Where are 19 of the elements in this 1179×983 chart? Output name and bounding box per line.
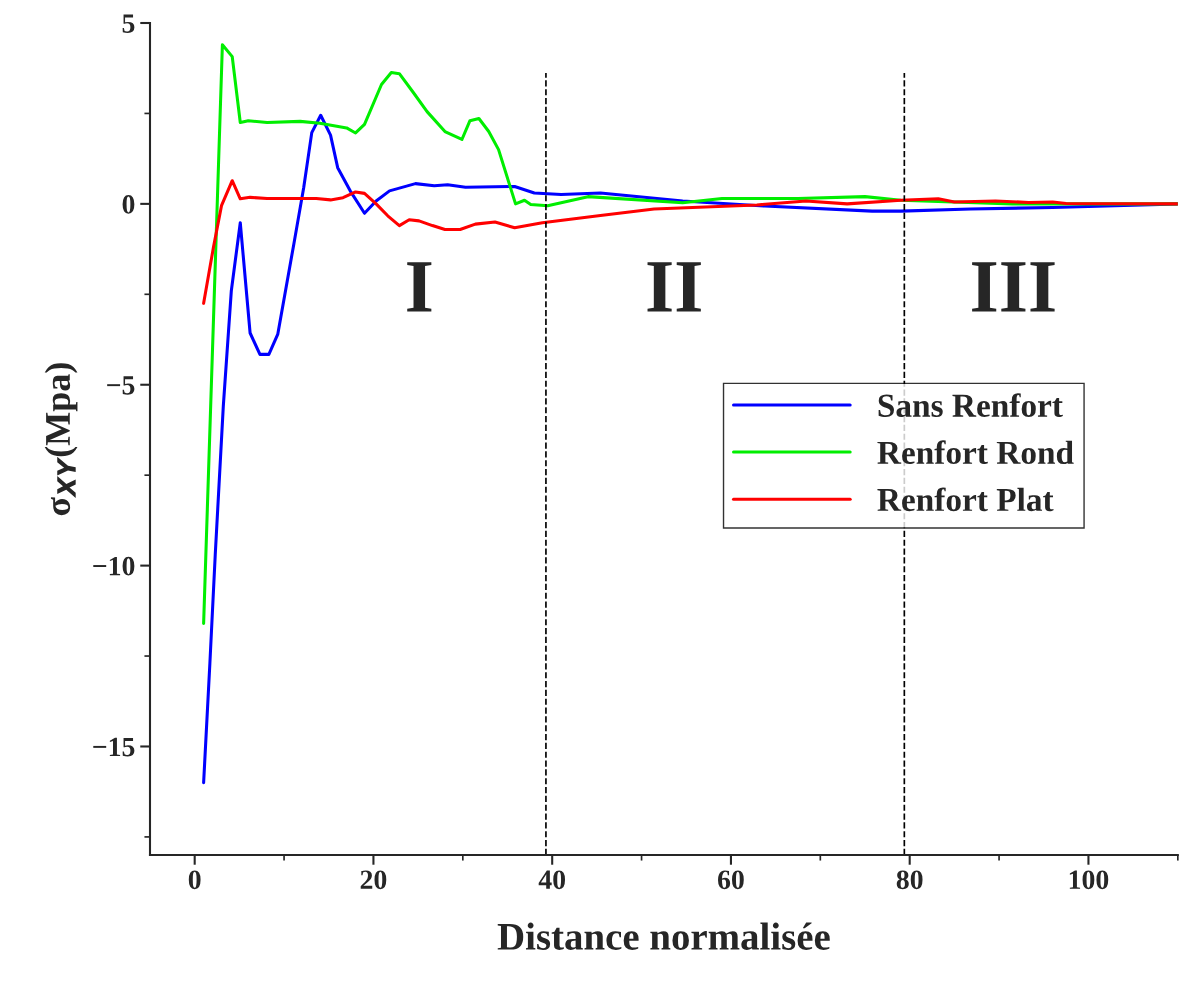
y-tick-label: −10 <box>93 556 135 576</box>
legend-label: Renfort Plat <box>877 487 1054 512</box>
x-tick-label: 20 <box>360 870 387 890</box>
y-axis-title: σ$_{XY}$(Mpa) <box>44 363 78 516</box>
annotation: III <box>972 262 1055 312</box>
x-tick-label: 60 <box>718 870 744 890</box>
x-axis-title: Distance normalisée <box>497 922 830 950</box>
x-tick-label: 80 <box>896 870 923 890</box>
legend-label: Sans Renfort <box>878 393 1063 417</box>
x-tick-label: 0 <box>188 870 201 890</box>
y-tick-label: −5 <box>107 376 135 395</box>
y-tick-label: −15 <box>93 737 135 757</box>
x-tick-label: 40 <box>538 870 566 890</box>
y-tick-label: 5 <box>122 14 135 33</box>
annotation: II <box>647 262 701 312</box>
x-tick-label: 100 <box>1069 870 1109 890</box>
y-tick-label: 0 <box>122 195 135 214</box>
legend-label: Renfort Rond <box>877 440 1074 465</box>
annotation: I <box>407 262 432 312</box>
